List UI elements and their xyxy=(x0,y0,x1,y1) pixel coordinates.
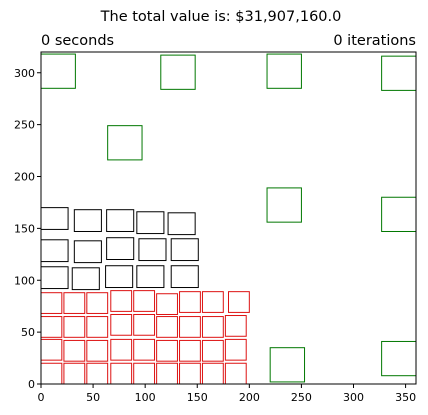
black-box-5 xyxy=(40,239,69,263)
x-tick-label: 300 xyxy=(343,391,364,404)
black-box-14 xyxy=(167,212,196,236)
plot-area xyxy=(40,53,417,385)
red-box-34 xyxy=(201,291,224,313)
black-box-8 xyxy=(138,238,167,262)
black-box-1 xyxy=(71,267,100,291)
green-box-5 xyxy=(266,187,302,223)
x-tick-label: 100 xyxy=(135,391,156,404)
iterations-label: 0 iterations xyxy=(333,33,416,49)
red-box-30 xyxy=(110,290,133,312)
axes: 0 50 100 150 200 250 300 350 0 50 100 150 200 250 300 xyxy=(14,67,416,404)
red-box-5 xyxy=(156,362,178,385)
y-tick-label: 200 xyxy=(14,171,35,184)
red-box-7 xyxy=(201,362,224,385)
red-box-18 xyxy=(40,316,63,338)
red-box-35 xyxy=(228,291,250,313)
red-box-10 xyxy=(63,339,86,362)
red-box-25 xyxy=(201,316,224,338)
green-box-3 xyxy=(381,55,417,91)
y-tick-label: 100 xyxy=(14,274,35,287)
black-box-2 xyxy=(105,265,134,289)
red-box-8 xyxy=(224,362,247,385)
elapsed-time-label: 0 seconds xyxy=(41,33,114,49)
red-box-32 xyxy=(156,293,178,315)
black-box-4 xyxy=(170,265,199,289)
red-box-20 xyxy=(86,316,109,338)
red-box-13 xyxy=(133,338,156,361)
black-box-0 xyxy=(40,266,69,290)
red-box-9 xyxy=(40,338,63,361)
red-box-31 xyxy=(133,290,156,312)
black-box-7 xyxy=(106,237,135,261)
black-box-10 xyxy=(40,207,69,230)
red-box-15 xyxy=(179,339,201,362)
red-box-22 xyxy=(133,313,156,336)
red-box-28 xyxy=(63,292,86,314)
black-box-12 xyxy=(106,209,135,232)
y-tick-label: 250 xyxy=(14,119,35,132)
red-box-17 xyxy=(224,338,247,361)
green-box-2 xyxy=(266,53,302,89)
red-box-26 xyxy=(224,315,247,337)
black-box-11 xyxy=(73,209,102,232)
green-box-7 xyxy=(269,347,306,383)
red-box-2 xyxy=(86,362,109,385)
x-tick-label: 50 xyxy=(86,391,100,404)
green-box-1 xyxy=(160,54,196,90)
y-tick-label: 300 xyxy=(14,67,35,80)
black-box-13 xyxy=(136,211,165,235)
black-box-3 xyxy=(136,265,165,289)
x-tick-label: 200 xyxy=(239,391,260,404)
red-box-27 xyxy=(40,292,63,314)
axes-frame xyxy=(40,51,417,385)
red-box-29 xyxy=(86,292,109,314)
red-box-4 xyxy=(133,362,156,385)
black-box-6 xyxy=(73,240,102,264)
black-box-9 xyxy=(170,238,199,262)
red-box-0 xyxy=(40,362,63,385)
green-box-0 xyxy=(40,53,76,89)
red-box-6 xyxy=(179,362,201,385)
x-tick-label: 350 xyxy=(395,391,416,404)
y-tick-label: 50 xyxy=(21,326,35,339)
green-box-4 xyxy=(107,125,143,161)
red-box-24 xyxy=(179,316,201,338)
red-box-21 xyxy=(110,313,133,336)
x-tick-label: 0 xyxy=(38,391,45,404)
y-tick-label: 150 xyxy=(14,222,35,235)
x-tick-label: 150 xyxy=(187,391,208,404)
chart-title: The total value is: $31,907,160.0 xyxy=(100,9,342,25)
red-box-19 xyxy=(63,316,86,338)
red-box-12 xyxy=(110,338,133,361)
red-box-1 xyxy=(63,362,86,385)
red-box-11 xyxy=(86,339,109,362)
red-box-33 xyxy=(179,291,201,313)
green-box-8 xyxy=(381,340,417,377)
green-box-6 xyxy=(381,196,417,232)
red-box-23 xyxy=(156,316,178,338)
red-box-14 xyxy=(156,339,178,362)
x-tick-label: 250 xyxy=(291,391,312,404)
red-box-16 xyxy=(201,339,224,362)
y-tick-label: 0 xyxy=(28,378,35,391)
red-box-3 xyxy=(110,362,133,385)
